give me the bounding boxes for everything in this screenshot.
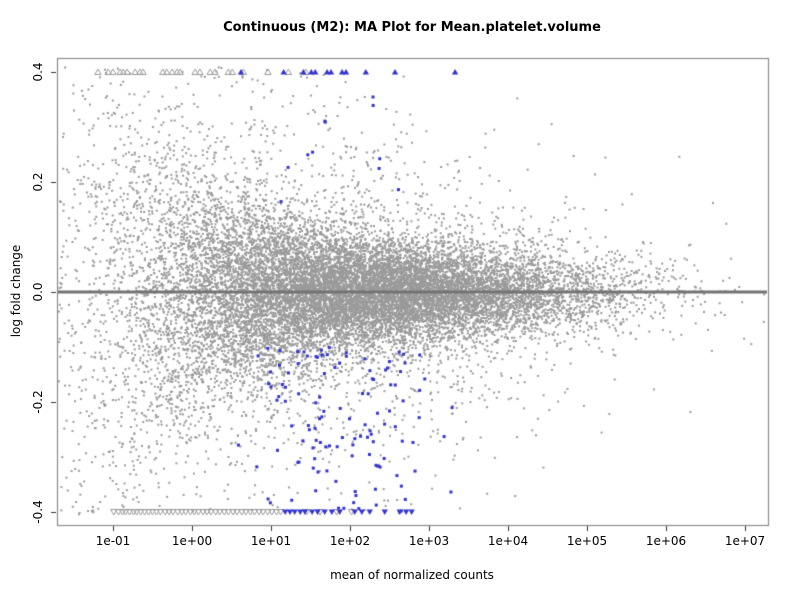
chart-title: Continuous (M2): MA Plot for Mean.platel… — [223, 20, 601, 35]
y-tick-label: 0.0 — [31, 282, 45, 302]
x-tick-label: 1e-01 — [95, 534, 131, 548]
x-tick-label: 1e+03 — [408, 534, 450, 548]
x-tick-label: 1e+01 — [250, 534, 292, 548]
x-tick-label: 1e+07 — [724, 534, 766, 548]
y-tick-label: -0.2 — [31, 390, 45, 414]
y-tick-label: 0.4 — [31, 62, 45, 82]
x-tick-label: 1e+04 — [487, 534, 529, 548]
y-tick-label: -0.4 — [31, 500, 45, 524]
x-tick-label: 1e+00 — [171, 534, 213, 548]
x-tick-label: 1e+05 — [566, 534, 608, 548]
x-axis-label: mean of normalized counts — [330, 568, 494, 582]
x-tick-label: 1e+02 — [329, 534, 371, 548]
x-tick-label: 1e+06 — [645, 534, 687, 548]
y-axis-label: log fold change — [9, 244, 23, 338]
y-tick-label: 0.2 — [31, 172, 45, 192]
